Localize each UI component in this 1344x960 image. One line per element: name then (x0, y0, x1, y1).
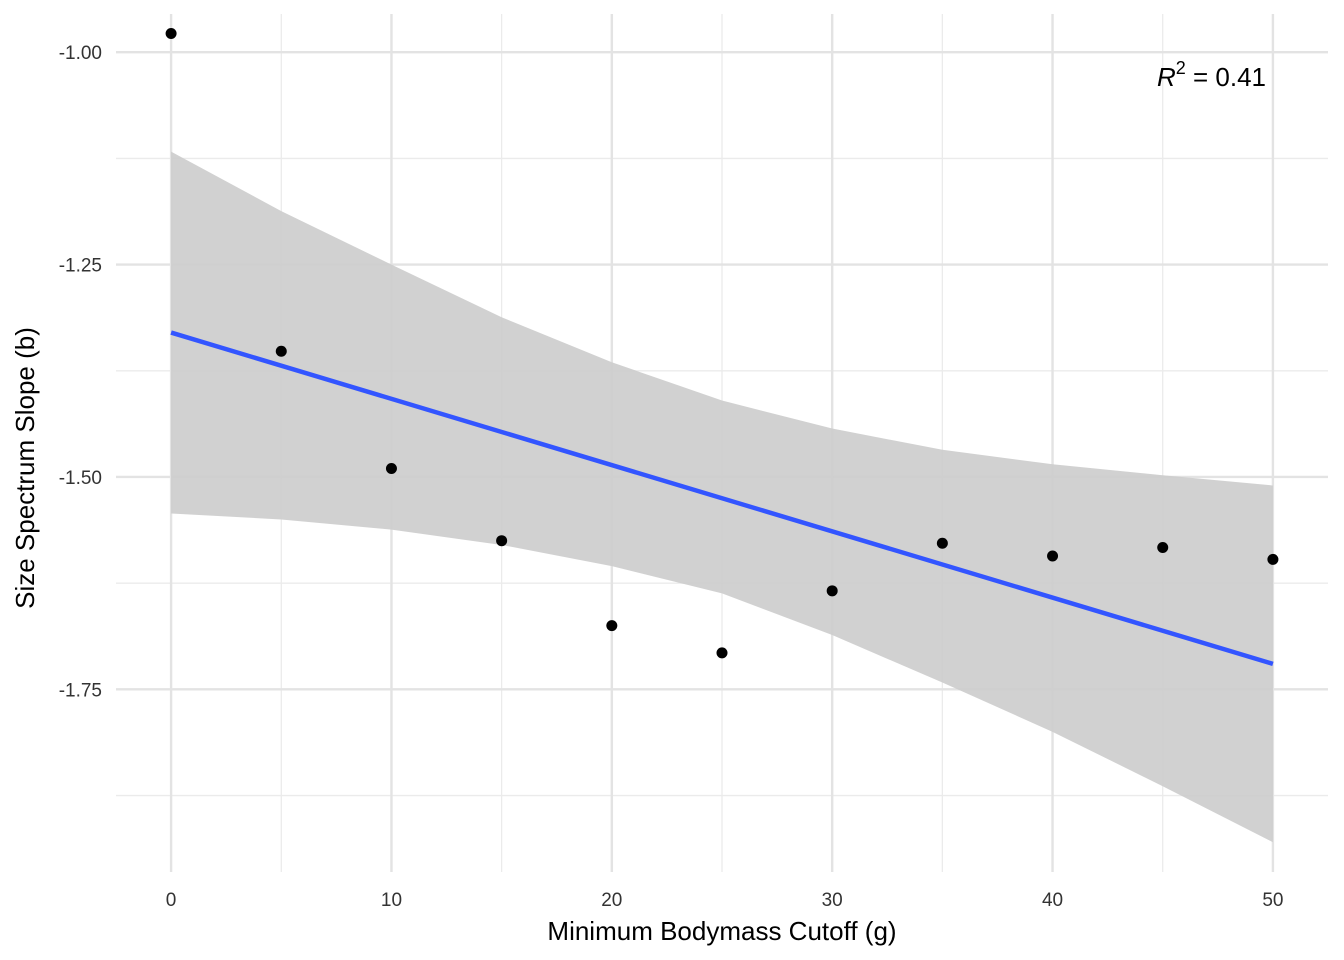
data-point (606, 620, 618, 632)
x-tick-label: 0 (166, 890, 177, 911)
x-tick-label: 10 (381, 890, 402, 911)
tick-labels-layer: 0 10 20 30 40 50 -1.00 -1.25 -1.50 -1.75 (59, 43, 1284, 911)
data-point (1047, 550, 1059, 562)
data-point (1267, 553, 1279, 565)
x-tick-label: 50 (1262, 890, 1283, 911)
r-value: = 0.41 (1186, 62, 1266, 92)
data-point (275, 345, 287, 357)
data-point (165, 28, 177, 40)
x-axis-title: Minimum Bodymass Cutoff (g) (547, 916, 896, 946)
r-symbol: R (1157, 62, 1176, 92)
data-point (496, 535, 508, 547)
r-squared-annotation: R2 = 0.41 (1157, 58, 1266, 92)
y-tick-label: -1.75 (59, 680, 102, 701)
data-point (826, 585, 838, 597)
x-tick-label: 30 (822, 890, 843, 911)
data-point (1157, 541, 1169, 553)
x-tick-label: 40 (1042, 890, 1063, 911)
x-tick-label: 20 (601, 890, 622, 911)
data-point (385, 462, 397, 474)
data-point (936, 537, 948, 549)
y-tick-label: -1.50 (59, 468, 102, 489)
regression-line (170, 330, 1274, 667)
y-tick-label: -1.00 (59, 43, 102, 64)
y-tick-label: -1.25 (59, 256, 102, 277)
r-superscript: 2 (1176, 58, 1186, 78)
data-point (716, 647, 728, 659)
data-points-layer (165, 28, 1279, 659)
fit-line-layer (170, 330, 1274, 667)
y-axis-title: Size Spectrum Slope (b) (10, 327, 40, 609)
